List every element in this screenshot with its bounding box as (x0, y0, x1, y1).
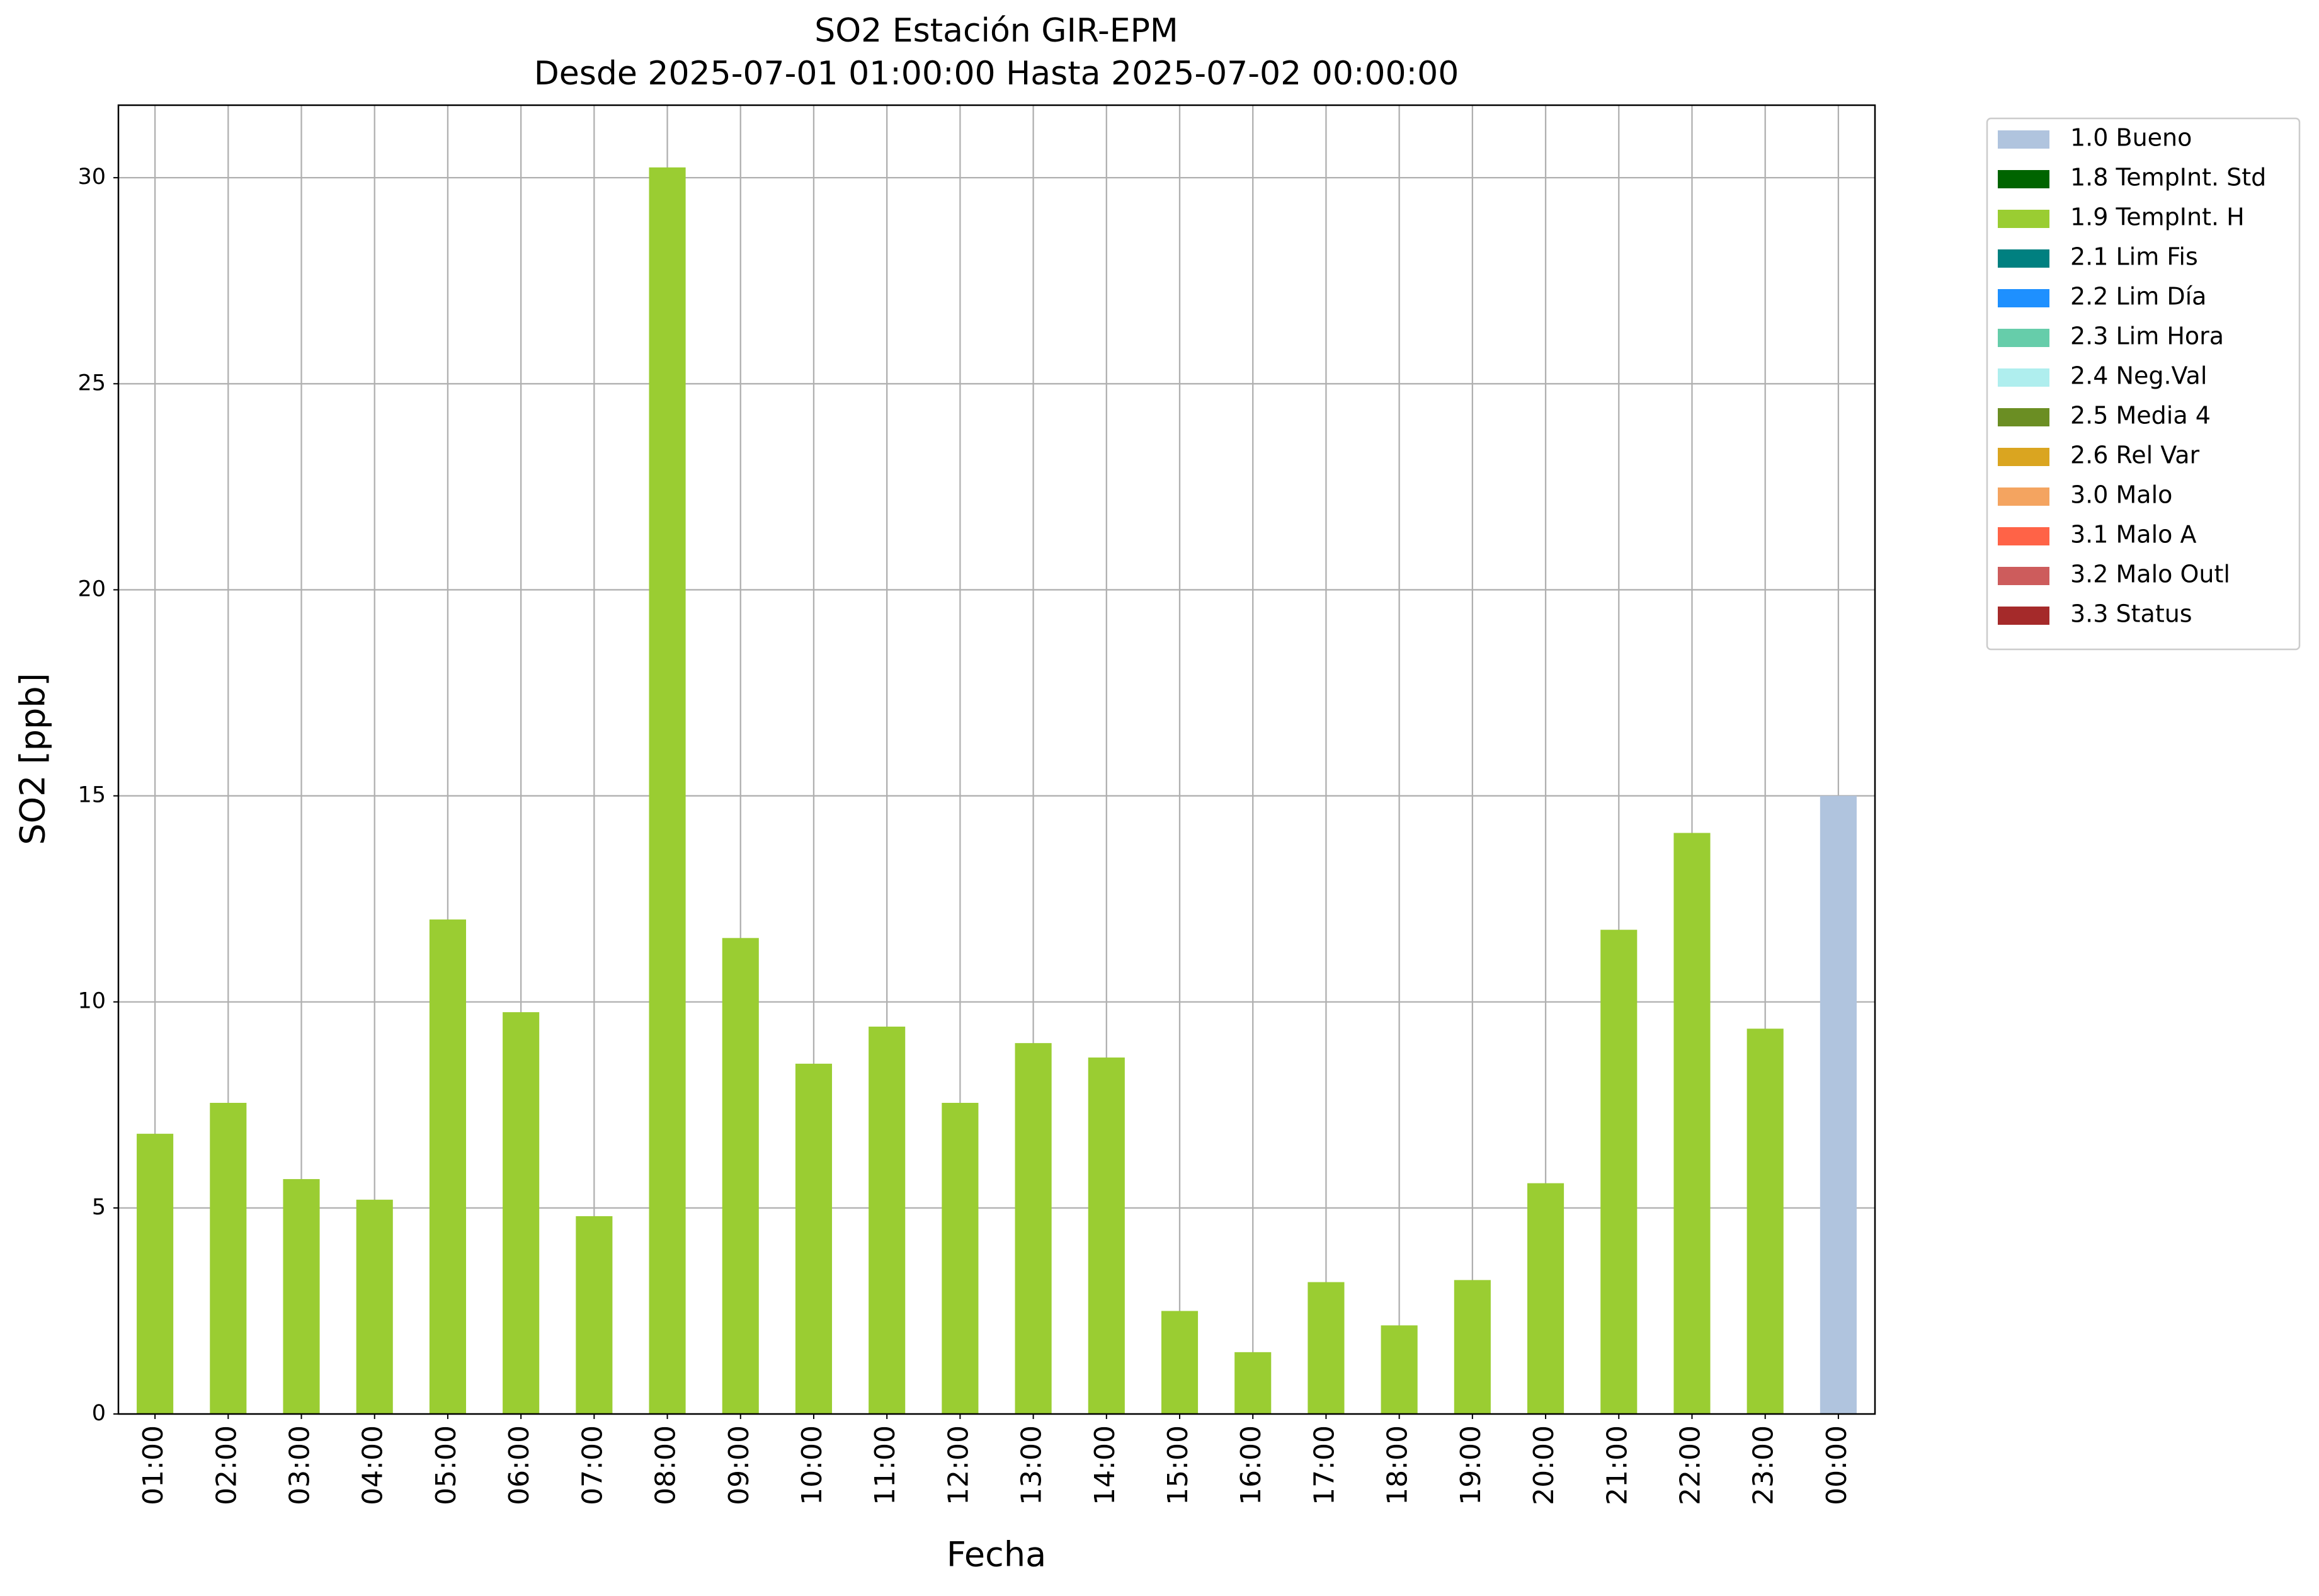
bar (576, 1216, 613, 1414)
bar (942, 1103, 979, 1414)
legend-label: 2.5 Media 4 (2070, 402, 2211, 430)
x-tick-label: 01:00 (137, 1425, 169, 1505)
x-tick-label: 10:00 (796, 1425, 828, 1505)
x-tick-label: 07:00 (576, 1425, 608, 1505)
x-tick-label: 12:00 (942, 1425, 974, 1505)
chart-title: SO2 Estación GIR-EPM (814, 12, 1178, 50)
y-tick-label: 25 (77, 370, 106, 396)
x-tick-label: 00:00 (1821, 1425, 1853, 1505)
bar (1381, 1325, 1418, 1414)
bar (1820, 795, 1857, 1414)
bar (503, 1012, 540, 1414)
bar (1015, 1043, 1052, 1414)
chart-subtitle: Desde 2025-07-01 01:00:00 Hasta 2025-07-… (534, 55, 1459, 93)
legend-label: 1.8 TempInt. Std (2070, 164, 2266, 191)
legend-swatch (1998, 567, 2049, 585)
legend-swatch (1998, 487, 2049, 506)
plot-frame (117, 104, 1876, 1415)
legend-swatch (1998, 130, 2049, 149)
legend-swatch (1998, 249, 2049, 268)
x-tick-label: 06:00 (503, 1425, 535, 1505)
legend-swatch (1998, 408, 2049, 426)
bar (1673, 833, 1711, 1414)
legend-box (1986, 117, 2301, 651)
x-tick-label: 03:00 (284, 1425, 316, 1505)
bar (429, 919, 466, 1414)
legend-label: 1.9 TempInt. H (2070, 203, 2245, 231)
y-tick-label: 15 (77, 783, 106, 808)
bar (795, 1063, 833, 1414)
x-tick-label: 21:00 (1601, 1425, 1633, 1505)
bar (1746, 1029, 1784, 1414)
legend-label: 3.1 Malo A (2070, 521, 2196, 549)
legend-swatch (1998, 607, 2049, 625)
x-tick-label: 11:00 (869, 1425, 901, 1505)
legend-swatch (1998, 170, 2049, 188)
bar (356, 1199, 393, 1414)
legend-label: 2.1 Lim Fis (2070, 243, 2198, 271)
bar (1088, 1057, 1125, 1414)
bar (1454, 1280, 1491, 1414)
x-tick-label: 23:00 (1748, 1425, 1780, 1505)
x-tick-label: 08:00 (650, 1425, 682, 1505)
legend-label: 3.3 Status (2070, 600, 2192, 628)
x-tick-label: 05:00 (430, 1425, 462, 1505)
legend-swatch (1998, 527, 2049, 545)
legend-label: 3.0 Malo (2070, 481, 2172, 509)
legend-swatch (1998, 210, 2049, 228)
legend-swatch (1998, 448, 2049, 466)
legend-label: 2.6 Rel Var (2070, 442, 2200, 469)
y-tick-label: 0 (92, 1401, 106, 1426)
x-tick-label: 14:00 (1089, 1425, 1121, 1505)
bar (1527, 1183, 1564, 1414)
bar (649, 167, 686, 1414)
x-tick-label: 17:00 (1308, 1425, 1340, 1505)
legend-swatch (1998, 289, 2049, 307)
y-tick-label: 10 (77, 989, 106, 1014)
x-axis-label: Fecha (947, 1535, 1046, 1575)
legend-swatch (1998, 368, 2049, 387)
x-tick-label: 22:00 (1674, 1425, 1706, 1505)
x-tick-label: 09:00 (723, 1425, 755, 1505)
y-tick-label: 5 (92, 1195, 106, 1220)
bar (1234, 1352, 1272, 1414)
bar (722, 938, 759, 1414)
y-tick-label: 20 (77, 576, 106, 601)
x-tick-label: 15:00 (1162, 1425, 1194, 1505)
legend-swatch (1998, 329, 2049, 347)
x-tick-label: 02:00 (210, 1425, 242, 1505)
x-tick-label: 04:00 (357, 1425, 389, 1505)
bar (283, 1179, 320, 1414)
y-axis-label: SO2 [ppb] (13, 673, 53, 845)
bar (137, 1134, 174, 1414)
y-tick-label: 30 (77, 164, 106, 190)
bar (1600, 930, 1638, 1414)
x-tick-label: 20:00 (1528, 1425, 1560, 1505)
x-tick-label: 18:00 (1382, 1425, 1414, 1505)
x-tick-label: 16:00 (1235, 1425, 1267, 1505)
legend-label: 2.3 Lim Hora (2070, 322, 2224, 350)
bar (1161, 1311, 1199, 1414)
legend-label: 2.2 Lim Día (2070, 283, 2206, 311)
bar (869, 1026, 906, 1414)
x-tick-label: 13:00 (1016, 1425, 1048, 1505)
legend-label: 1.0 Bueno (2070, 124, 2192, 152)
legend-label: 3.2 Malo Outl (2070, 561, 2230, 588)
bar (210, 1103, 247, 1414)
legend-label: 2.4 Neg.Val (2070, 362, 2207, 390)
x-tick-label: 19:00 (1455, 1425, 1487, 1505)
bar (1308, 1282, 1345, 1414)
